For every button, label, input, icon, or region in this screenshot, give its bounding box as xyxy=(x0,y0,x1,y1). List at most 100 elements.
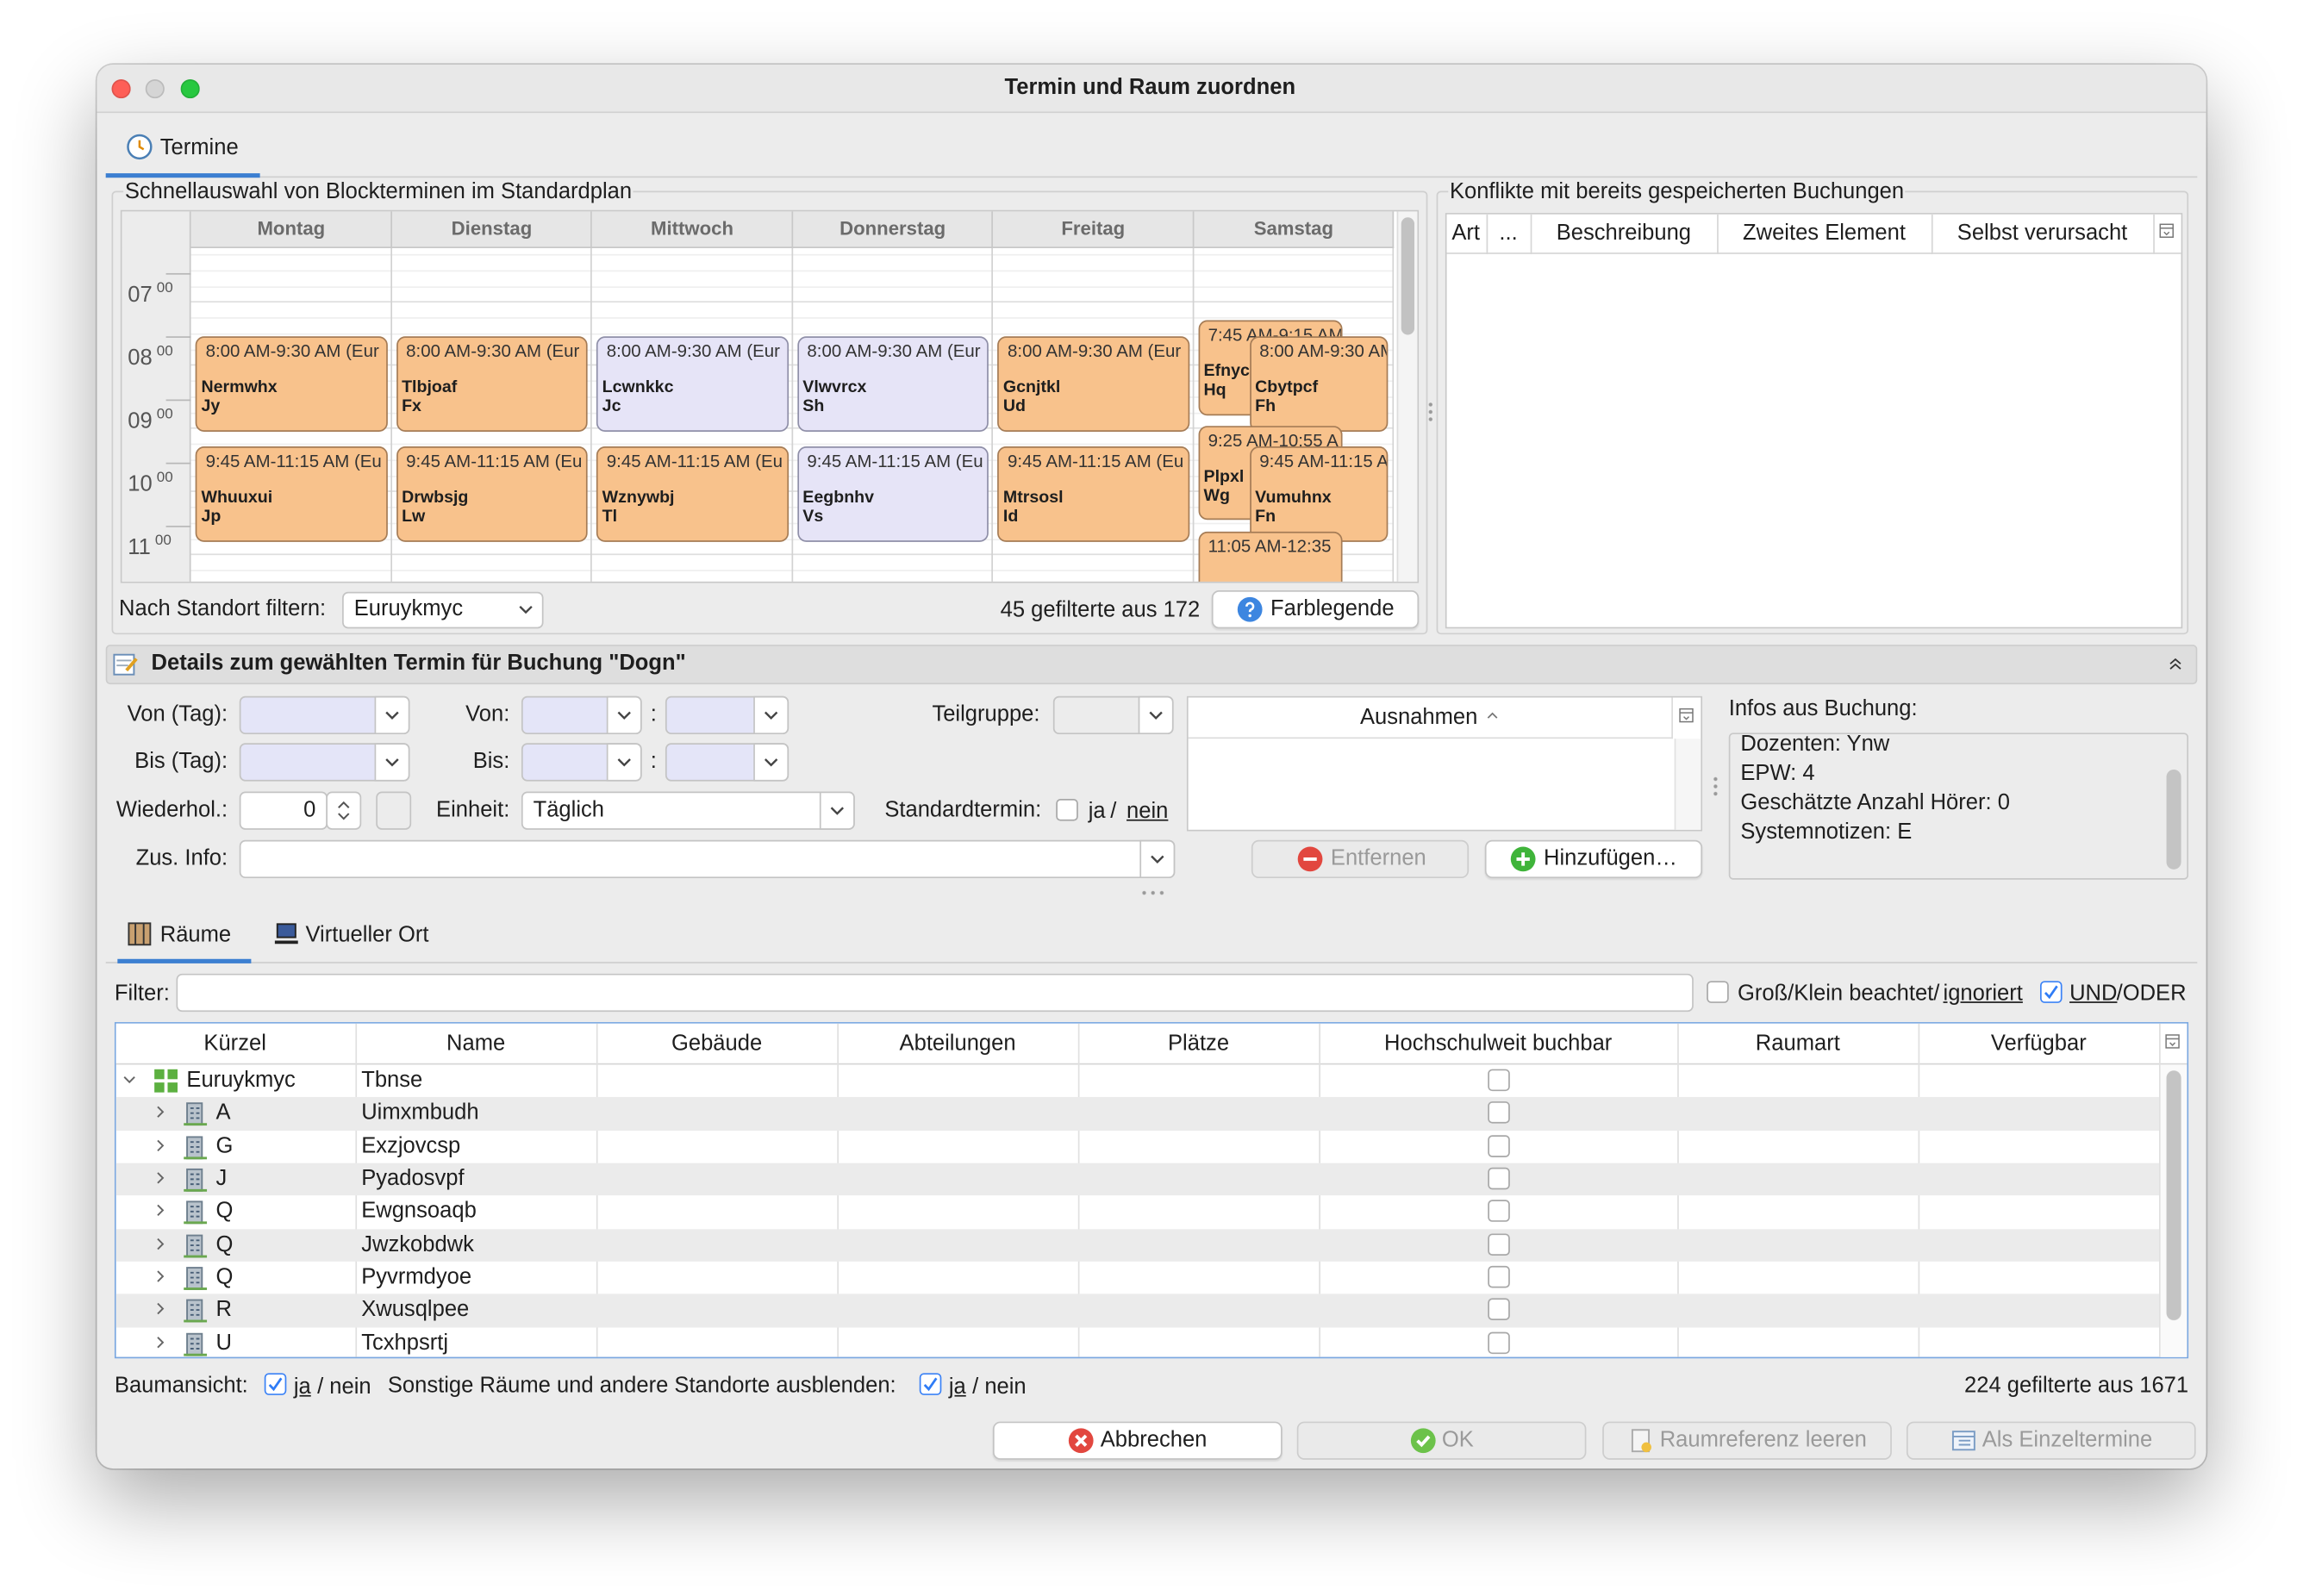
check-mark xyxy=(2044,985,2058,1000)
from-hour-field-button[interactable] xyxy=(606,695,642,735)
event-block[interactable]: 9:45 AM-11:15 AM (Eu Eegbnhv Vs xyxy=(796,446,989,542)
hour: 11 xyxy=(128,534,151,560)
case-link[interactable]: ignoriert xyxy=(1943,981,2023,1007)
conflicts-column-header[interactable]: ... xyxy=(1499,220,1518,246)
conflicts-title: Konflikte mit bereits gespeicherten Buch… xyxy=(1448,178,1906,206)
grid-line xyxy=(190,475,1395,477)
tab-rooms[interactable]: Räume xyxy=(159,922,232,948)
rooms-column-header[interactable]: Raumart xyxy=(1755,1031,1840,1057)
bookable-checkbox[interactable] xyxy=(1488,1233,1510,1256)
cancel-button[interactable] xyxy=(992,1421,1283,1460)
conflicts-column-header[interactable]: Art xyxy=(1451,220,1481,246)
hide-other-yes[interactable]: ja xyxy=(948,1375,966,1400)
event-block[interactable]: 9:45 AM-11:15 AM (Eu Mtrsosl Id xyxy=(997,446,1189,542)
from-minute-field-button[interactable] xyxy=(753,695,790,735)
rooms-column-header[interactable]: Gebäude xyxy=(671,1031,763,1057)
bookable-checkbox[interactable] xyxy=(1488,1101,1510,1125)
repeat-spinner[interactable] xyxy=(326,791,362,830)
filter-input[interactable] xyxy=(176,973,1694,1013)
event-block[interactable]: 8:00 AM-9:30 AM (Eur Nermwhx Jy xyxy=(195,336,388,432)
from-day-field-button[interactable] xyxy=(374,695,410,735)
tree-view-checkbox[interactable] xyxy=(264,1373,287,1395)
exceptions-header-label[interactable]: Ausnahmen xyxy=(1359,704,1478,730)
rooms-column-header[interactable]: Verfügbar xyxy=(1990,1031,2087,1057)
rooms-column-header[interactable]: Plätze xyxy=(1167,1031,1230,1057)
subgroup-field-button[interactable] xyxy=(1138,695,1174,735)
bookable-checkbox[interactable] xyxy=(1488,1069,1510,1092)
expand-arrow xyxy=(152,1333,172,1354)
tab-virtual[interactable]: Virtueller Ort xyxy=(305,922,429,948)
rooms-icon-glyph xyxy=(128,922,152,946)
location-select[interactable] xyxy=(342,591,544,629)
event-block[interactable]: 9:45 AM-11:15 AM (Eu Drwbsjg Lw xyxy=(396,446,588,542)
tree-view-no[interactable]: / nein xyxy=(317,1375,371,1400)
case-checkbox[interactable] xyxy=(1707,981,1729,1003)
event-block[interactable]: 11:05 AM-12:35 xyxy=(1197,531,1343,582)
standard-no[interactable]: nein xyxy=(1127,799,1169,825)
rooms-column-header[interactable]: Kürzel xyxy=(203,1031,266,1057)
clear-button[interactable] xyxy=(1602,1421,1892,1460)
event-block[interactable]: 9:45 AM-11:15 AM (Eu Wznywbj Tl xyxy=(596,446,789,542)
building-icon xyxy=(182,1231,209,1258)
hour-tick xyxy=(165,336,191,338)
standard-checkbox[interactable] xyxy=(1056,799,1078,821)
hide-other-no[interactable]: / nein xyxy=(972,1375,1027,1400)
event-block[interactable]: 9:45 AM-11:15 A Vumuhnx Fn xyxy=(1249,446,1389,542)
to-minute-field-button[interactable] xyxy=(753,743,790,782)
conflicts-column-header[interactable]: Beschreibung xyxy=(1556,220,1692,246)
expand-arrow xyxy=(152,1169,172,1190)
rooms-column-menu xyxy=(2163,1032,2184,1053)
day-header: Freitag xyxy=(1061,217,1126,240)
hide-other-checkbox[interactable] xyxy=(919,1373,942,1395)
ok-button[interactable] xyxy=(1296,1421,1587,1460)
event-block[interactable]: 8:00 AM-9:30 AM (Eur Vlwvrcx Sh xyxy=(796,336,989,432)
check-mark xyxy=(268,1377,283,1392)
unit-field-button[interactable] xyxy=(819,791,855,830)
repeat-extra-button[interactable] xyxy=(376,791,412,830)
day-separator xyxy=(390,247,392,582)
event-name: Efnyc xyxy=(1203,363,1250,381)
close-button[interactable] xyxy=(110,79,130,99)
bookable-checkbox[interactable] xyxy=(1488,1167,1510,1190)
event-block[interactable]: 8:00 AM-9:30 AM (Eur Lcwnkkc Jc xyxy=(596,336,789,432)
tree-view-yes[interactable]: ja xyxy=(293,1375,311,1400)
remove-button[interactable] xyxy=(1251,839,1470,879)
logic-link[interactable]: UND xyxy=(2069,981,2118,1007)
grid-line xyxy=(190,380,1395,383)
rooms-column-header[interactable]: Abteilungen xyxy=(899,1031,1016,1057)
to-hour-field-arrow xyxy=(613,751,636,774)
event-block[interactable]: 8:00 AM-9:30 AM (Eur Tlbjoaf Fx xyxy=(396,336,588,432)
unit-field[interactable] xyxy=(521,791,855,830)
add-icon xyxy=(1510,846,1537,873)
event-block[interactable]: 8:00 AM-9:30 AM (Eur Gcnjtkl Ud xyxy=(997,336,1189,432)
repeat-field[interactable] xyxy=(239,791,328,830)
tab-separator xyxy=(105,176,2198,178)
bookable-checkbox[interactable] xyxy=(1488,1299,1510,1321)
bookable-checkbox[interactable] xyxy=(1488,1200,1510,1223)
to-hour-field-button[interactable] xyxy=(606,743,642,782)
tab-termine[interactable]: Termine xyxy=(159,134,239,160)
filter-label: Filter: xyxy=(114,981,170,1007)
rooms-column-header[interactable]: Hochschulweit buchbar xyxy=(1384,1031,1613,1057)
bookable-checkbox[interactable] xyxy=(1488,1266,1510,1288)
logic-checkbox[interactable] xyxy=(2039,981,2063,1003)
conflicts-column-header[interactable]: Selbst verursacht xyxy=(1957,220,2128,246)
cancel-button-icon xyxy=(1068,1427,1095,1454)
event-time: 8:00 AM-9:30 AM (Eur xyxy=(606,340,780,362)
extra-info-field-button[interactable] xyxy=(1139,839,1176,879)
conflicts-column-header[interactable]: Zweites Element xyxy=(1743,220,1906,246)
exceptions-scroll xyxy=(1674,739,1701,830)
event-code: Lw xyxy=(402,508,426,527)
unit-label: Einheit: xyxy=(436,797,510,823)
minimize-button[interactable] xyxy=(144,79,165,99)
bookable-checkbox[interactable] xyxy=(1488,1134,1510,1157)
rooms-column-header[interactable]: Name xyxy=(446,1031,506,1057)
grid-line xyxy=(190,396,1395,398)
extra-info-field[interactable] xyxy=(239,839,1176,879)
event-block[interactable]: 8:00 AM-9:30 AM Cbytpcf Fh xyxy=(1249,336,1389,432)
to-day-field-button[interactable] xyxy=(374,743,410,782)
bookable-checkbox[interactable] xyxy=(1488,1331,1510,1354)
single-button-icon-glyph xyxy=(1951,1431,1975,1451)
event-block[interactable]: 9:45 AM-11:15 AM (Eu Whuuxui Jp xyxy=(195,446,388,542)
zoom-button[interactable] xyxy=(179,79,199,99)
